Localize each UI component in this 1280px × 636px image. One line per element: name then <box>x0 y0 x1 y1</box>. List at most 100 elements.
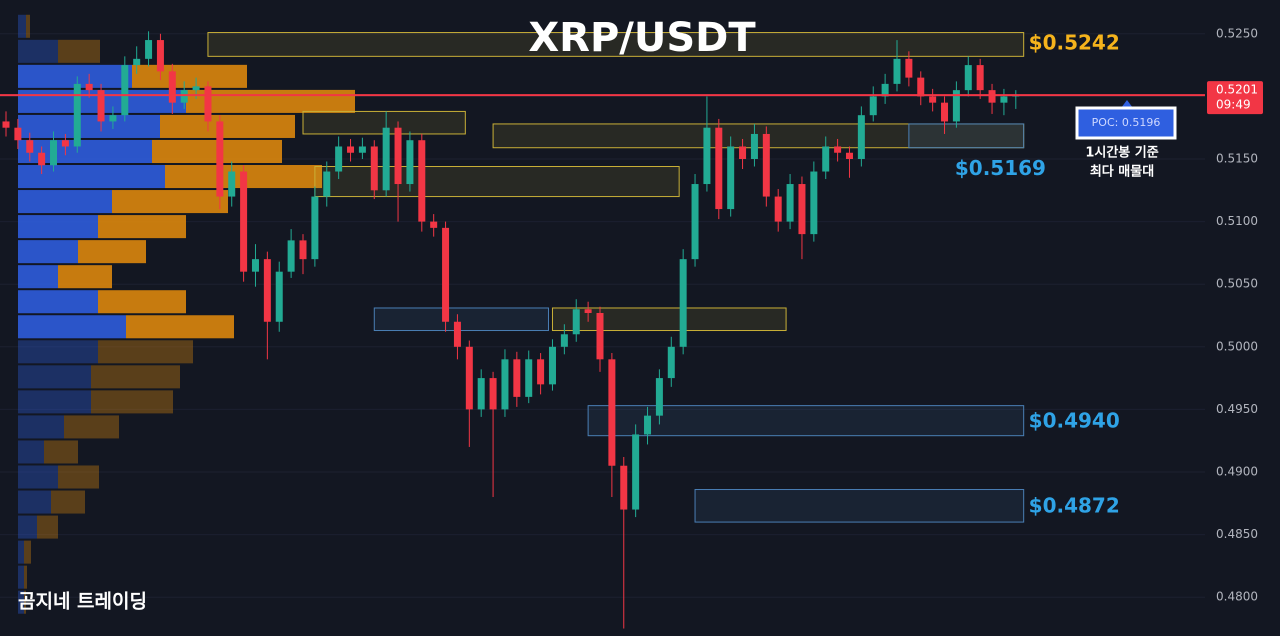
candle-body <box>869 96 877 116</box>
price-zone <box>587 405 1025 437</box>
countdown: 09:49 <box>1216 98 1251 112</box>
profile-sell <box>98 340 193 364</box>
candle-body <box>50 140 58 166</box>
poc-pointer <box>1121 100 1133 108</box>
profile-buy <box>18 315 126 339</box>
candle-body <box>560 334 568 347</box>
profile-buy <box>18 490 51 514</box>
candle-body <box>275 271 283 322</box>
candle-body <box>917 77 925 97</box>
candle-body <box>465 346 473 410</box>
profile-sell <box>58 265 112 289</box>
y-tick-label: 0.4900 <box>1216 464 1258 478</box>
note-line: 최다 매물대 <box>1090 164 1154 180</box>
candle-body <box>691 184 699 260</box>
candle-body <box>715 127 723 210</box>
candle-body <box>750 133 758 159</box>
candle-body <box>964 65 972 91</box>
profile-buy <box>18 139 152 164</box>
candle-body <box>180 90 188 103</box>
candle-body <box>109 115 117 122</box>
profile-sell <box>24 540 31 564</box>
y-tick-label: 0.5100 <box>1216 214 1258 228</box>
candle-body <box>667 346 675 379</box>
price-zone <box>373 307 549 332</box>
profile-buy <box>18 440 44 464</box>
profile-buy <box>18 365 91 389</box>
candle-body <box>38 152 46 166</box>
candle-body <box>739 146 747 159</box>
candle-body <box>287 240 295 272</box>
watermark: 곰지네 트레이딩 <box>18 591 147 613</box>
candle-body <box>14 127 22 141</box>
candle-body <box>727 146 735 210</box>
candle-body <box>394 127 402 185</box>
profile-buy <box>18 290 98 314</box>
candle-body <box>489 378 497 410</box>
candle-body <box>952 90 960 122</box>
candle-body <box>453 321 461 347</box>
profile-buy <box>18 265 58 289</box>
candle-body <box>810 171 818 235</box>
zone-label: $0.4872 <box>1029 494 1120 518</box>
candle-body <box>477 378 485 410</box>
candle-body <box>893 58 901 84</box>
profile-buy <box>18 190 112 214</box>
candle-body <box>216 121 224 197</box>
candle-body <box>988 90 996 103</box>
candle-body <box>584 309 592 313</box>
candle-body <box>347 146 355 153</box>
profile-buy <box>18 465 58 489</box>
candle-body <box>358 146 366 153</box>
profile-buy <box>18 515 37 539</box>
candle-body <box>26 140 34 153</box>
y-tick-label: 0.4850 <box>1216 527 1258 541</box>
candle-body <box>762 133 770 197</box>
candle-body <box>881 83 889 97</box>
zone-label: $0.5242 <box>1029 30 1120 54</box>
candle-body <box>430 221 438 228</box>
candle-body <box>774 196 782 222</box>
candle-body <box>61 140 69 147</box>
y-tick-label: 0.5250 <box>1216 26 1258 40</box>
profile-sell <box>24 590 26 614</box>
profile-buy <box>18 39 58 63</box>
candle-body <box>1000 96 1008 103</box>
note-line: 1시간봉 기준 <box>1085 145 1158 161</box>
candle-body <box>644 415 652 435</box>
candle-body <box>513 359 521 397</box>
candle-body <box>370 146 378 191</box>
profile-sell <box>112 190 228 214</box>
profile-buy <box>18 340 98 364</box>
current-price-label: 0.5201 <box>1216 83 1258 97</box>
candle-body <box>133 58 141 66</box>
candle-body <box>798 184 806 235</box>
price-zone <box>694 489 1025 523</box>
profile-buy <box>18 14 26 38</box>
profile-buy <box>18 240 78 264</box>
profile-sell <box>64 415 119 439</box>
profile-buy <box>18 540 24 564</box>
price-zone <box>207 32 1025 57</box>
profile-buy <box>18 114 160 138</box>
profile-sell <box>132 64 247 88</box>
profile-sell <box>126 315 234 339</box>
candle-body <box>335 146 343 172</box>
candle-body <box>2 121 10 128</box>
profile-buy <box>18 590 24 614</box>
candle-body <box>192 86 200 91</box>
candle-body <box>857 115 865 159</box>
profile-buy <box>18 165 165 189</box>
profile-buy <box>18 390 91 414</box>
candle-body <box>679 259 687 347</box>
candle-body <box>204 86 212 122</box>
candle-body <box>168 71 176 103</box>
candle-body <box>822 146 830 172</box>
profile-sell <box>98 215 186 239</box>
price-zone <box>314 166 680 198</box>
poc-label: POC: 0.5196 <box>1092 116 1161 129</box>
candle-body <box>703 127 711 185</box>
candle-body <box>382 127 390 191</box>
